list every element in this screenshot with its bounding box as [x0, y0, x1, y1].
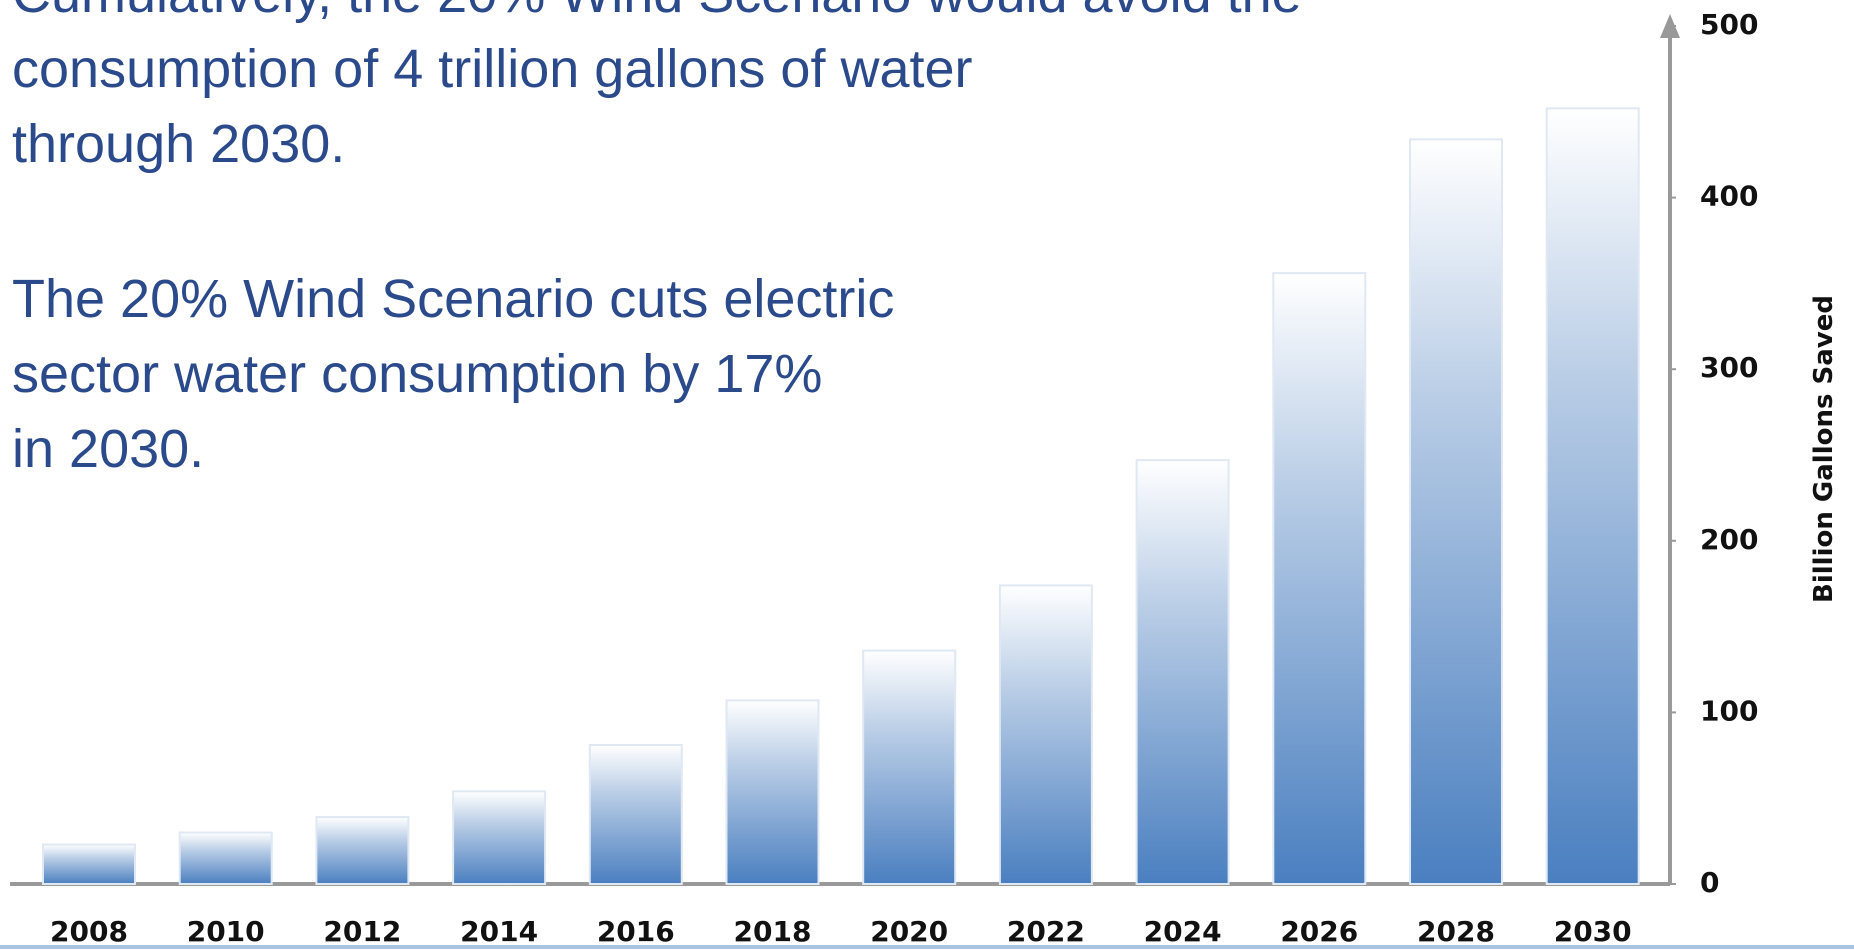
bar — [452, 790, 547, 885]
bar — [1545, 107, 1640, 886]
bar — [1409, 138, 1503, 886]
y-tick-label: 300 — [1700, 351, 1758, 384]
y-tick-label: 100 — [1700, 694, 1758, 727]
x-tick-label: 2008 — [50, 915, 128, 948]
x-tick-label: 2022 — [1007, 915, 1085, 948]
bar — [42, 843, 136, 885]
bar — [1272, 272, 1367, 885]
annotation-line: The 20% Wind Scenario cuts electric — [12, 269, 894, 329]
bar — [725, 699, 820, 885]
bar — [588, 744, 683, 886]
x-tick-label: 2024 — [1144, 915, 1222, 948]
bar — [315, 816, 410, 885]
annotation-line: in 2030. — [12, 419, 204, 479]
y-axis-label: Billion Gallons Saved — [1809, 295, 1839, 603]
annotation-line: through 2030. — [12, 114, 345, 174]
y-tick-label: 400 — [1700, 180, 1758, 213]
x-tick-label: 2030 — [1554, 915, 1632, 948]
x-tick-label: 2028 — [1417, 915, 1495, 948]
x-tick-label: 2012 — [323, 915, 401, 948]
annotation-line: consumption of 4 trillion gallons of wat… — [12, 39, 973, 99]
y-tick-label: 200 — [1700, 523, 1758, 556]
bar — [862, 649, 957, 886]
bar — [998, 584, 1093, 886]
x-tick-label: 2014 — [460, 915, 538, 948]
y-tick-label: 500 — [1700, 8, 1758, 41]
annotation-line: sector water consumption by 17% — [12, 344, 822, 404]
x-tick-label: 2018 — [734, 915, 812, 948]
x-tick-label: 2026 — [1280, 915, 1358, 948]
bar — [1135, 459, 1230, 885]
bar — [178, 831, 273, 886]
y-tick-label: 0 — [1700, 866, 1719, 899]
annotation-line: Cumulatively, the 20% Wind Scenario woul… — [12, 0, 1302, 24]
x-tick-label: 2016 — [597, 915, 675, 948]
x-tick-label: 2020 — [870, 915, 948, 948]
x-tick-label: 2010 — [187, 915, 265, 948]
